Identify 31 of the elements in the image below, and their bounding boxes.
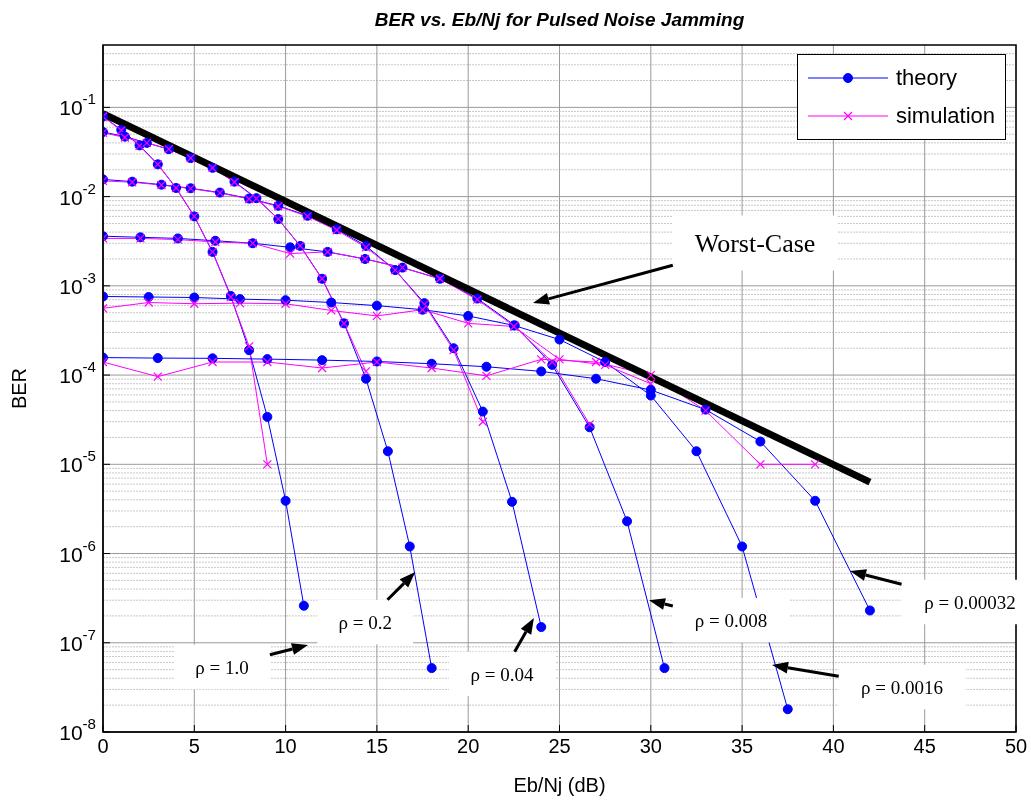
annotation: ρ = 0.008 (694, 609, 768, 631)
y-tick-label: 10$^{-2}$ (59, 179, 96, 209)
y-axis-title: BER (8, 367, 30, 410)
annotation: ρ = 1.0 (195, 656, 249, 678)
y-tick-label: 10$^{-5}$ (59, 447, 96, 476)
x-tick-label: 5 (188, 735, 200, 758)
x-tick-label: 45 (913, 735, 936, 758)
x-tick-label: 30 (639, 735, 662, 758)
annotation: Worst-Case (694, 228, 816, 258)
x-tick-label: 20 (457, 735, 480, 758)
x-tick-label: 40 (822, 735, 845, 758)
y-tick-label: 10$^{-4}$ (59, 358, 96, 387)
y-tick-label: 10$^{-6}$ (59, 536, 96, 566)
x-tick-label: 50 (1004, 735, 1028, 758)
y-tick-label: 10$^{-3}$ (59, 268, 96, 298)
legend-label: simulation (895, 103, 995, 129)
y-tick-label: 10$^{-8}$ (59, 715, 96, 744)
annotation: ρ = 0.2 (338, 611, 392, 633)
x-tick-label: 35 (730, 735, 754, 758)
x-tick-label: 25 (548, 735, 571, 758)
legend-label: theory (895, 65, 958, 91)
x-tick-label: 0 (97, 735, 109, 758)
annotation: ρ = 0.00032 (924, 591, 1016, 613)
x-axis-title: Eb/Nj (dB) (513, 774, 606, 796)
chart-title: BER vs. Eb/Nj for Pulsed Noise Jamming (374, 9, 745, 30)
y-tick-label: 10$^{-1}$ (59, 90, 96, 119)
x-tick-label: 15 (365, 735, 389, 758)
y-tick-label: 10$^{-7}$ (59, 625, 96, 655)
x-tick-label: 10 (274, 735, 297, 758)
annotation: ρ = 0.04 (470, 663, 534, 685)
annotation: ρ = 0.0016 (861, 676, 943, 698)
